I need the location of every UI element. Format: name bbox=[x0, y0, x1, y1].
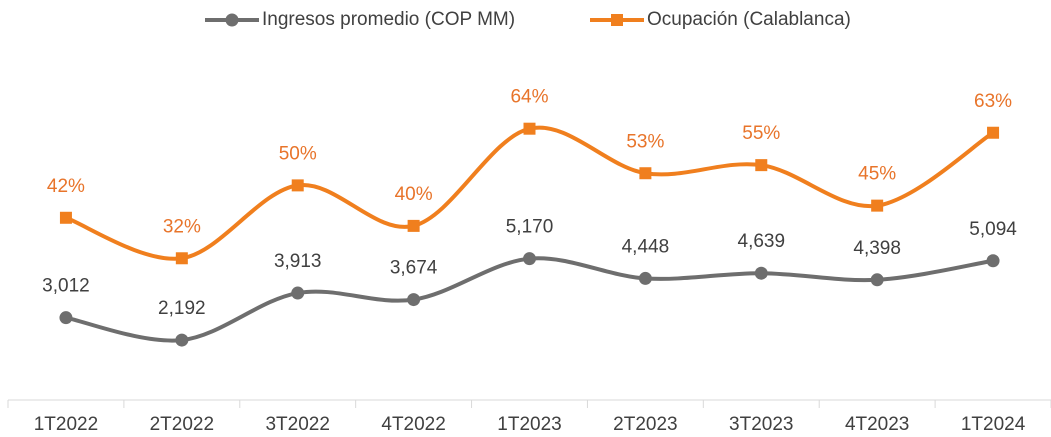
x-tick-label: 2T2023 bbox=[613, 414, 677, 435]
marker bbox=[870, 273, 884, 287]
legend-label: Ingresos promedio (COP MM) bbox=[262, 9, 515, 30]
data-label: 4,639 bbox=[738, 231, 786, 252]
x-tick-label: 2T2022 bbox=[150, 414, 214, 435]
marker bbox=[986, 254, 1000, 268]
x-tick-label: 4T2022 bbox=[381, 414, 445, 435]
data-label: 42% bbox=[47, 176, 85, 197]
data-label: 3,913 bbox=[274, 251, 322, 272]
marker bbox=[175, 252, 188, 265]
x-tick-label: 3T2023 bbox=[729, 414, 793, 435]
marker bbox=[754, 266, 768, 280]
data-label: 5,094 bbox=[969, 219, 1017, 240]
data-label: 45% bbox=[858, 164, 896, 185]
marker bbox=[755, 159, 768, 172]
data-label: 64% bbox=[510, 87, 548, 108]
marker bbox=[291, 286, 305, 300]
data-label: 5,170 bbox=[506, 217, 554, 238]
x-tick-label: 1T2022 bbox=[34, 414, 98, 435]
marker bbox=[59, 211, 72, 224]
data-label: 63% bbox=[974, 91, 1012, 112]
x-tick-label: 3T2022 bbox=[265, 414, 329, 435]
data-label: 40% bbox=[395, 184, 433, 205]
marker bbox=[523, 252, 536, 266]
data-label: 4,448 bbox=[622, 236, 670, 257]
marker bbox=[638, 271, 652, 285]
data-label: 4,398 bbox=[853, 238, 901, 259]
marker bbox=[523, 122, 536, 135]
marker bbox=[871, 199, 884, 212]
legend-marker bbox=[225, 13, 239, 27]
marker bbox=[59, 311, 73, 325]
x-tick-label: 1T2023 bbox=[497, 414, 561, 435]
marker bbox=[987, 126, 1000, 139]
data-label: 3,674 bbox=[390, 258, 438, 279]
marker bbox=[175, 333, 189, 347]
x-tick-label: 1T2024 bbox=[961, 414, 1026, 435]
data-label: 3,012 bbox=[42, 276, 90, 297]
data-label: 55% bbox=[742, 123, 780, 144]
legend-label: Ocupación (Calablanca) bbox=[647, 9, 851, 30]
x-tick-label: 4T2023 bbox=[845, 414, 909, 435]
marker bbox=[407, 219, 420, 232]
data-label: 2,192 bbox=[158, 298, 206, 319]
data-label: 50% bbox=[279, 143, 317, 164]
marker bbox=[291, 179, 304, 192]
marker bbox=[407, 293, 421, 307]
data-label: 53% bbox=[626, 131, 664, 152]
marker bbox=[639, 167, 652, 180]
data-label: 32% bbox=[163, 216, 201, 237]
legend-marker bbox=[611, 14, 623, 26]
